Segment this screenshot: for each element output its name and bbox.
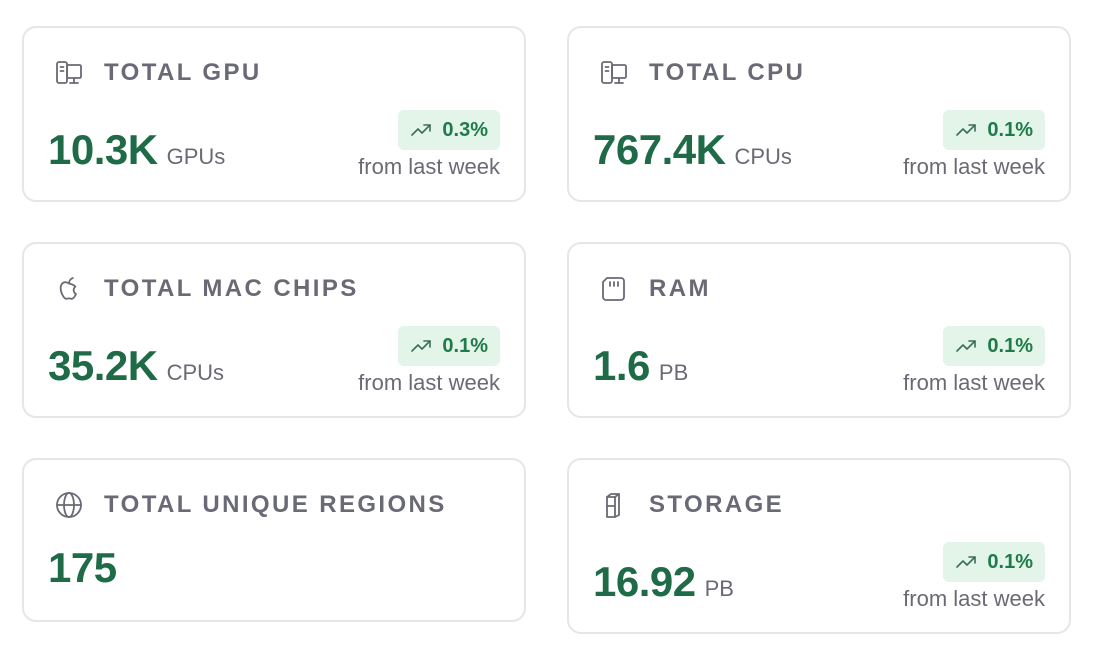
apple-icon xyxy=(52,272,86,306)
change-note: from last week xyxy=(903,370,1045,395)
change-badge: 0.1% xyxy=(943,326,1045,366)
stat-card-total-unique-regions: TOTAL UNIQUE REGIONS 175 xyxy=(22,458,526,622)
change-badge: 0.1% xyxy=(398,326,500,366)
trend-up-icon xyxy=(956,340,977,352)
stat-card-total-mac-chips: TOTAL MAC CHIPS 35.2K CPUs 0.1% from las… xyxy=(22,242,526,418)
metric: 1.6 PB xyxy=(593,342,688,390)
card-header: STORAGE xyxy=(597,488,784,522)
metric: 16.92 PB xyxy=(593,558,734,606)
metric-value: 175 xyxy=(48,544,117,591)
card-header: TOTAL MAC CHIPS xyxy=(52,272,359,306)
change-indicator: 0.1% from last week xyxy=(903,542,1045,612)
stat-card-storage: STORAGE 16.92 PB 0.1% from last week xyxy=(567,458,1071,634)
metric-unit: CPUs xyxy=(734,144,792,169)
metric-unit: PB xyxy=(658,360,689,385)
card-header: RAM xyxy=(597,272,711,306)
metric: 10.3K GPUs xyxy=(48,126,225,174)
metric: 767.4K CPUs xyxy=(593,126,792,174)
change-indicator: 0.1% from last week xyxy=(358,326,500,396)
computer-icon xyxy=(597,56,631,90)
storage-icon xyxy=(597,488,631,522)
change-badge: 0.1% xyxy=(943,542,1045,582)
change-value: 0.3% xyxy=(442,118,488,141)
card-title: TOTAL UNIQUE REGIONS xyxy=(104,491,447,518)
card-header: TOTAL CPU xyxy=(597,56,805,90)
change-value: 0.1% xyxy=(442,334,488,357)
change-value: 0.1% xyxy=(987,550,1033,573)
computer-icon xyxy=(52,56,86,90)
card-title: STORAGE xyxy=(649,491,785,518)
change-note: from last week xyxy=(903,154,1045,179)
card-title: TOTAL CPU xyxy=(649,59,806,86)
card-title: TOTAL GPU xyxy=(104,59,262,86)
metric-value: 1.6 xyxy=(593,342,650,389)
metric: 175 xyxy=(48,544,117,592)
metric-value: 16.92 xyxy=(593,558,696,605)
change-indicator: 0.1% from last week xyxy=(903,326,1045,396)
trend-up-icon xyxy=(956,556,977,568)
card-title: RAM xyxy=(649,275,711,302)
memory-card-icon xyxy=(597,272,631,306)
change-value: 0.1% xyxy=(987,118,1033,141)
trend-up-icon xyxy=(956,124,977,136)
card-title: TOTAL MAC CHIPS xyxy=(104,275,359,302)
card-header: TOTAL GPU xyxy=(52,56,262,90)
globe-icon xyxy=(52,488,86,522)
change-value: 0.1% xyxy=(987,334,1033,357)
change-badge: 0.3% xyxy=(398,110,500,150)
metric-unit: GPUs xyxy=(166,144,226,169)
change-badge: 0.1% xyxy=(943,110,1045,150)
metric-value: 10.3K xyxy=(48,126,158,173)
change-note: from last week xyxy=(358,370,500,395)
change-indicator: 0.1% from last week xyxy=(903,110,1045,180)
stat-card-ram: RAM 1.6 PB 0.1% from last week xyxy=(567,242,1071,418)
trend-up-icon xyxy=(411,340,432,352)
metric-unit: CPUs xyxy=(166,360,225,385)
metric-value: 767.4K xyxy=(593,126,726,173)
metric-value: 35.2K xyxy=(48,342,158,389)
change-note: from last week xyxy=(903,586,1045,611)
change-note: from last week xyxy=(358,154,500,179)
metric-unit: PB xyxy=(704,576,734,601)
stat-card-total-gpu: TOTAL GPU 10.3K GPUs 0.3% from last week xyxy=(22,26,526,202)
card-header: TOTAL UNIQUE REGIONS xyxy=(52,488,447,522)
trend-up-icon xyxy=(411,124,432,136)
metric: 35.2K CPUs xyxy=(48,342,224,390)
stat-card-total-cpu: TOTAL CPU 767.4K CPUs 0.1% from last wee… xyxy=(567,26,1071,202)
change-indicator: 0.3% from last week xyxy=(358,110,500,180)
